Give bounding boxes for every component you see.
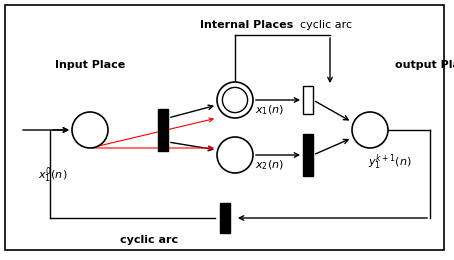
- Circle shape: [217, 82, 253, 118]
- Text: $x_1^0(n)$: $x_1^0(n)$: [38, 165, 68, 185]
- Text: output Place: output Place: [395, 60, 454, 70]
- Circle shape: [352, 112, 388, 148]
- Bar: [158, 109, 168, 151]
- Text: Input Place: Input Place: [55, 60, 125, 70]
- Text: cyclic arc: cyclic arc: [300, 20, 352, 30]
- Circle shape: [72, 112, 108, 148]
- Text: Internal Places: Internal Places: [200, 20, 293, 30]
- Text: cyclic arc: cyclic arc: [120, 235, 178, 245]
- Text: $x_1(n)$: $x_1(n)$: [255, 103, 284, 117]
- Circle shape: [217, 137, 253, 173]
- Bar: [220, 203, 230, 233]
- Text: $x_2(n)$: $x_2(n)$: [255, 158, 284, 172]
- Circle shape: [222, 87, 247, 113]
- Bar: [303, 86, 313, 114]
- Bar: [303, 134, 313, 176]
- Text: $y_1^{k+1}(n)$: $y_1^{k+1}(n)$: [368, 152, 411, 172]
